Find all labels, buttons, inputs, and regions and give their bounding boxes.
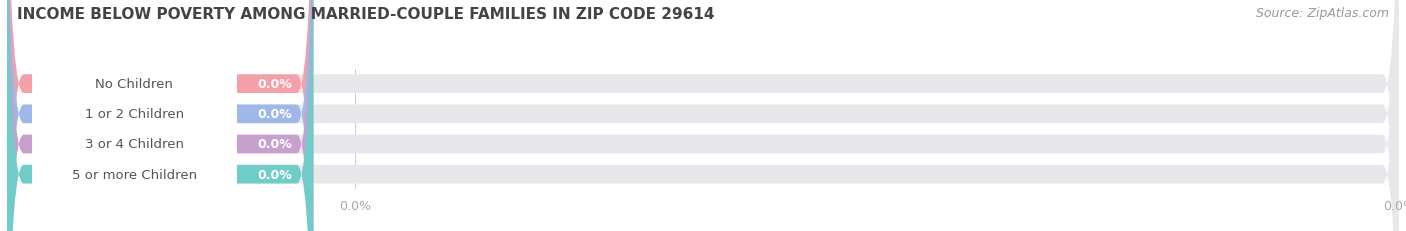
FancyBboxPatch shape <box>7 0 1399 231</box>
Text: Source: ZipAtlas.com: Source: ZipAtlas.com <box>1256 7 1389 20</box>
FancyBboxPatch shape <box>7 0 1399 231</box>
FancyBboxPatch shape <box>7 0 314 231</box>
Text: 3 or 4 Children: 3 or 4 Children <box>84 138 184 151</box>
FancyBboxPatch shape <box>32 0 236 231</box>
Text: 0.0%: 0.0% <box>257 108 291 121</box>
Text: 0.0%: 0.0% <box>257 168 291 181</box>
FancyBboxPatch shape <box>32 0 236 231</box>
Text: INCOME BELOW POVERTY AMONG MARRIED-COUPLE FAMILIES IN ZIP CODE 29614: INCOME BELOW POVERTY AMONG MARRIED-COUPL… <box>17 7 714 22</box>
Text: 5 or more Children: 5 or more Children <box>72 168 197 181</box>
Text: 1 or 2 Children: 1 or 2 Children <box>84 108 184 121</box>
FancyBboxPatch shape <box>32 0 236 231</box>
FancyBboxPatch shape <box>7 0 314 231</box>
FancyBboxPatch shape <box>7 0 314 231</box>
FancyBboxPatch shape <box>32 0 236 231</box>
Text: 0.0%: 0.0% <box>257 78 291 91</box>
FancyBboxPatch shape <box>7 0 1399 231</box>
FancyBboxPatch shape <box>7 0 1399 231</box>
Text: 0.0%: 0.0% <box>257 138 291 151</box>
FancyBboxPatch shape <box>7 0 314 231</box>
Text: No Children: No Children <box>96 78 173 91</box>
